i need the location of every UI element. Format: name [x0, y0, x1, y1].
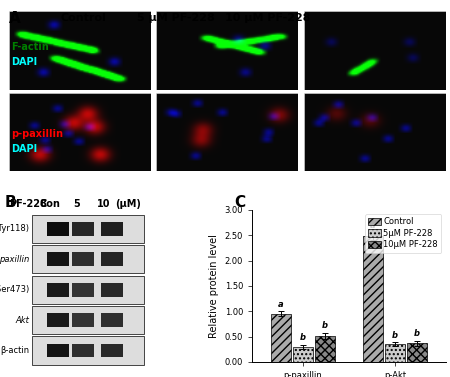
Text: DAPI: DAPI: [11, 144, 37, 154]
Y-axis label: Relative protein level: Relative protein level: [209, 234, 219, 338]
Text: 5 μM PF-228: 5 μM PF-228: [137, 13, 214, 23]
Text: a: a: [278, 300, 284, 309]
Text: Akt: Akt: [15, 316, 29, 325]
Text: b: b: [322, 321, 328, 330]
Text: PF-228: PF-228: [9, 199, 47, 208]
Legend: Control, 5μM PF-228, 10μM PF-228: Control, 5μM PF-228, 10μM PF-228: [365, 214, 441, 253]
Bar: [270, 314, 291, 362]
Text: Control: Control: [60, 13, 106, 23]
Text: p-Akt (Ser473): p-Akt (Ser473): [0, 285, 29, 294]
Text: 10 μM PF-228: 10 μM PF-228: [225, 13, 310, 23]
Text: β-actin: β-actin: [0, 346, 29, 355]
Text: p-paxillin (Tyr118): p-paxillin (Tyr118): [0, 224, 29, 233]
Bar: [407, 343, 427, 362]
Text: Con: Con: [39, 199, 60, 208]
Bar: [363, 236, 383, 362]
Text: (μM): (μM): [115, 199, 141, 208]
Text: 5: 5: [73, 199, 80, 208]
Text: a: a: [370, 221, 376, 230]
Bar: [315, 336, 335, 362]
Text: b: b: [392, 331, 398, 340]
Text: C: C: [234, 195, 245, 210]
Text: paxillin: paxillin: [0, 255, 29, 264]
Text: DAPI: DAPI: [11, 57, 37, 67]
Text: B: B: [4, 195, 16, 210]
Text: b: b: [300, 333, 306, 342]
Text: b: b: [414, 329, 420, 338]
Text: 10: 10: [97, 199, 110, 208]
Text: A: A: [9, 11, 21, 26]
Bar: [292, 347, 313, 362]
Text: p-paxillin: p-paxillin: [11, 129, 63, 139]
Bar: [385, 344, 405, 362]
Text: F-actin: F-actin: [11, 42, 49, 52]
